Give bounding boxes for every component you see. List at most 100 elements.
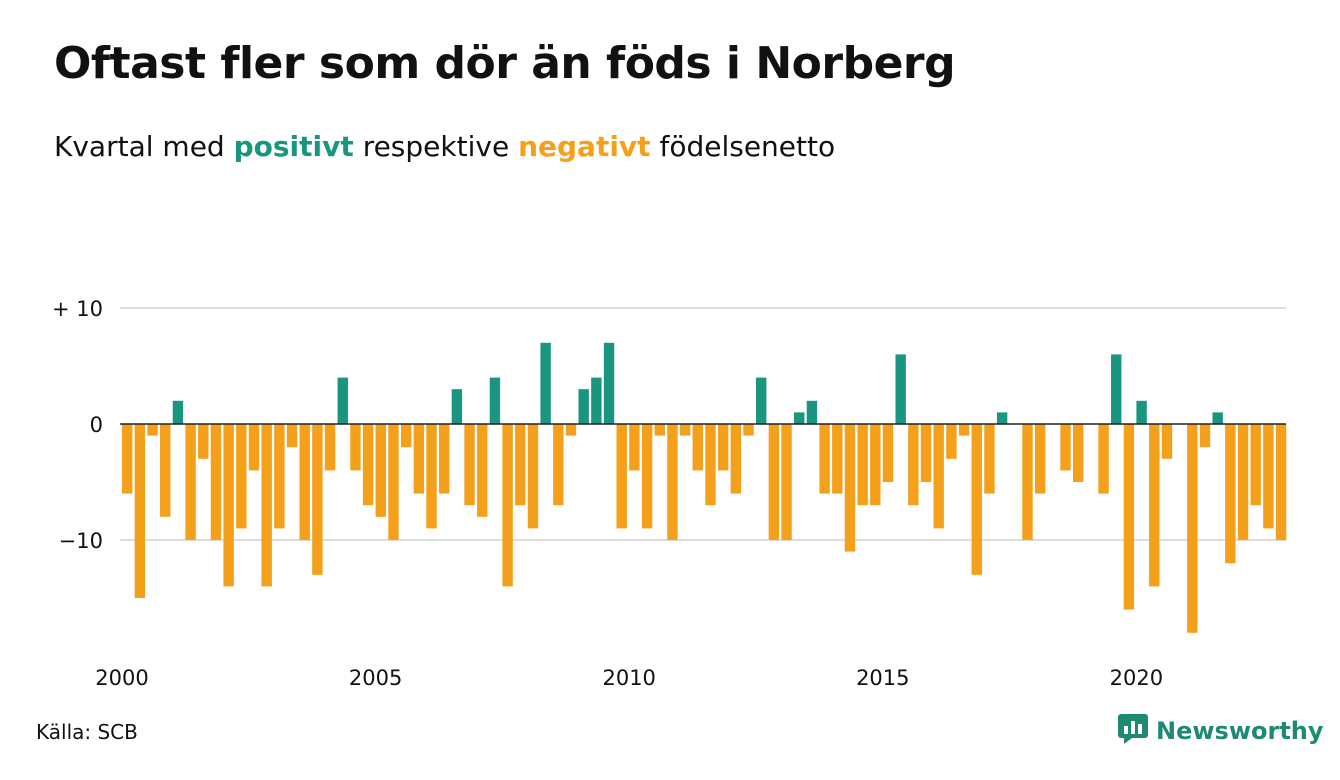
bar-negative xyxy=(1098,424,1109,494)
bar-positive xyxy=(1136,400,1147,424)
bar-negative xyxy=(236,424,247,529)
bar-negative xyxy=(946,424,957,459)
bar-negative xyxy=(781,424,792,540)
bar-negative xyxy=(882,424,894,482)
bar-negative xyxy=(362,424,374,506)
bar-negative xyxy=(160,424,171,517)
bar-negative xyxy=(844,424,856,552)
bar-negative xyxy=(1199,424,1211,448)
bar-chart: + 10 0 −10 2000 2005 2010 2015 2020 xyxy=(52,297,1287,690)
bar-negative xyxy=(299,424,310,540)
bar-negative xyxy=(1060,424,1071,471)
y-tick-label: −10 xyxy=(59,529,103,553)
bar-negative xyxy=(210,424,222,540)
bar-negative xyxy=(400,424,412,448)
bar-negative xyxy=(717,424,729,471)
bar-negative xyxy=(413,424,425,494)
bar-negative xyxy=(198,424,209,459)
bar-negative xyxy=(426,424,437,529)
bar-negative xyxy=(1073,424,1084,482)
bar-negative xyxy=(515,424,526,506)
bar-negative xyxy=(464,424,475,506)
x-tick-label: 2005 xyxy=(349,666,402,690)
bar-negative xyxy=(1225,424,1236,564)
bar-negative xyxy=(920,424,932,482)
subtitle-positive: positivt xyxy=(233,130,354,163)
bar-negative xyxy=(1022,424,1033,540)
bar-negative xyxy=(958,424,970,436)
bar-negative xyxy=(730,424,742,494)
bar-negative xyxy=(654,424,665,436)
bar-chart-logo-icon xyxy=(1118,714,1148,748)
subtitle-suffix: födelsenetto xyxy=(659,130,836,163)
bar-negative xyxy=(1123,424,1135,610)
bar-negative xyxy=(388,424,399,540)
bar-negative xyxy=(870,424,881,506)
chart-subtitle: Kvartal med positivt respektive negativt… xyxy=(54,130,835,163)
bar-negative xyxy=(185,424,196,540)
brand-logo[interactable]: Newsworthy xyxy=(1118,714,1324,748)
bar-positive xyxy=(756,377,767,424)
bar-positive xyxy=(172,400,184,424)
bar-negative xyxy=(1161,424,1173,459)
bar-negative xyxy=(971,424,982,575)
bar-negative xyxy=(629,424,640,471)
bar-negative xyxy=(616,424,627,529)
bar-negative xyxy=(705,424,716,506)
subtitle-negative: negativt xyxy=(518,130,651,163)
bar-negative xyxy=(908,424,919,506)
bar-positive xyxy=(591,377,602,424)
bar-positive xyxy=(1212,412,1223,424)
bar-negative xyxy=(984,424,995,494)
bar-negative xyxy=(134,424,146,598)
bar-negative xyxy=(679,424,691,436)
bar-negative xyxy=(857,424,868,506)
bar-negative xyxy=(375,424,386,517)
bar-positive xyxy=(794,412,805,424)
bar-negative xyxy=(477,424,488,517)
bar-negative xyxy=(832,424,843,494)
bar-negative xyxy=(743,424,754,436)
bar-positive xyxy=(578,389,589,424)
bar-negative xyxy=(286,424,298,448)
bar-negative xyxy=(641,424,653,529)
x-tick-label: 2010 xyxy=(602,666,655,690)
bar-positive xyxy=(996,412,1008,424)
bar-negative xyxy=(261,424,272,587)
bar-negative xyxy=(553,424,564,506)
bar-positive xyxy=(895,354,906,424)
bar-negative xyxy=(1263,424,1274,529)
y-tick-label: 0 xyxy=(90,413,103,437)
y-tick-label: + 10 xyxy=(52,297,103,321)
bar-negative xyxy=(933,424,944,529)
bar-layer xyxy=(122,342,1287,633)
x-tick-label: 2000 xyxy=(95,666,148,690)
brand-name: Newsworthy xyxy=(1156,717,1324,745)
bar-negative xyxy=(324,424,336,471)
bar-positive xyxy=(451,389,463,424)
bar-negative xyxy=(527,424,539,529)
bar-negative xyxy=(274,424,285,529)
x-tick-label: 2015 xyxy=(856,666,909,690)
bar-negative xyxy=(439,424,450,494)
bar-negative xyxy=(223,424,234,587)
subtitle-middle: respektive xyxy=(362,130,510,163)
source-note: Källa: SCB xyxy=(36,720,138,744)
chart-title: Oftast fler som dör än föds i Norberg xyxy=(54,38,956,89)
bar-positive xyxy=(489,377,501,424)
bar-negative xyxy=(1149,424,1160,587)
bar-negative xyxy=(1034,424,1046,494)
bar-negative xyxy=(1237,424,1249,540)
bar-negative xyxy=(565,424,577,436)
bar-negative xyxy=(248,424,260,471)
bar-negative xyxy=(350,424,361,471)
bar-positive xyxy=(603,342,615,424)
bar-negative xyxy=(1250,424,1261,506)
bar-negative xyxy=(819,424,830,494)
bar-positive xyxy=(337,377,348,424)
bar-positive xyxy=(540,342,551,424)
x-tick-label: 2020 xyxy=(1110,666,1163,690)
bar-negative xyxy=(667,424,678,540)
bar-negative xyxy=(1275,424,1287,540)
bar-positive xyxy=(806,400,818,424)
